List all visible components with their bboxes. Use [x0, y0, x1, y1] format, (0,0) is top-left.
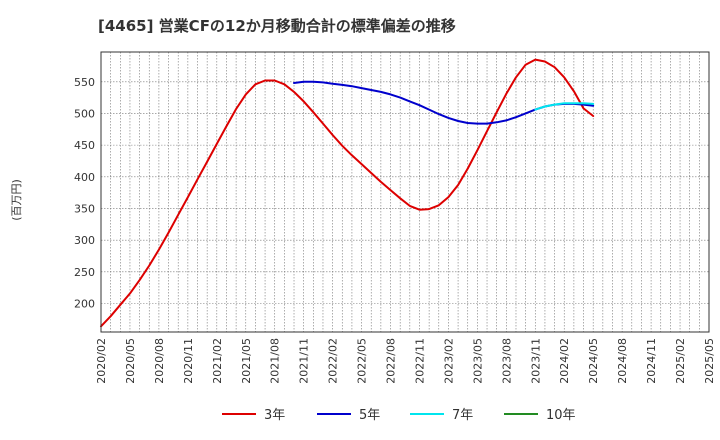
- series-line-5年: [293, 80, 595, 125]
- x-tick-label: 2022/11: [413, 338, 426, 384]
- legend-label: 10年: [546, 408, 576, 423]
- x-tick-label: 2022/05: [356, 338, 369, 384]
- x-tick-label: 2023/08: [500, 338, 513, 384]
- x-tick-label: 2023/11: [529, 338, 542, 384]
- x-tick-label: 2021/11: [298, 338, 311, 384]
- series-line-7年: [534, 102, 595, 111]
- x-tick-label: 2023/02: [442, 338, 455, 384]
- x-tick-label: 2024/02: [558, 338, 571, 384]
- x-tick-label: 2025/02: [674, 338, 687, 384]
- legend-label: 7年: [452, 408, 473, 423]
- y-tick-label: 300: [74, 234, 95, 247]
- x-tick-label: 2020/02: [95, 338, 108, 384]
- legend: 3年 5年 7年 10年: [222, 408, 576, 423]
- x-tick-label: 2024/08: [616, 338, 629, 384]
- y-tick-label: 200: [74, 297, 95, 310]
- legend-label: 5年: [359, 408, 380, 423]
- x-tick-label: 2020/05: [124, 338, 137, 384]
- x-tick-label: 2021/02: [211, 338, 224, 384]
- x-tick-label: 2020/08: [153, 338, 166, 384]
- legend-label: 3年: [264, 408, 285, 423]
- y-tick-label: 450: [74, 139, 95, 152]
- y-tick-label: 250: [74, 266, 95, 279]
- x-tick-labels: 2020/02 2020/05 2020/08 2020/11 2021/02 2021/…: [95, 338, 716, 384]
- y-tick-label: 400: [74, 171, 95, 184]
- y-tick-labels: 200 250 300 350 400 450 500 550: [74, 76, 95, 311]
- y-axis-label: (百万円): [10, 179, 23, 221]
- x-tick-label: 2022/02: [327, 338, 340, 384]
- chart-title: [4465] 営業CFの12か月移動合計の標準偏差の推移: [98, 17, 456, 35]
- series-layer: [100, 58, 595, 328]
- y-tick-label: 500: [74, 107, 95, 120]
- x-tick-label: 2024/05: [587, 338, 600, 384]
- x-tick-label: 2022/08: [385, 338, 398, 384]
- series-line-3年: [100, 58, 595, 328]
- x-tick-label: 2023/05: [471, 338, 484, 384]
- y-tick-label: 550: [74, 76, 95, 89]
- y-tick-label: 350: [74, 202, 95, 215]
- x-tick-label: 2025/05: [703, 338, 716, 384]
- x-tick-label: 2021/05: [240, 338, 253, 384]
- plot-frame: [100, 51, 710, 333]
- grid: [101, 52, 709, 332]
- x-tick-label: 2024/11: [645, 338, 658, 384]
- x-tick-label: 2020/11: [182, 338, 195, 384]
- x-tick-label: 2021/08: [269, 338, 282, 384]
